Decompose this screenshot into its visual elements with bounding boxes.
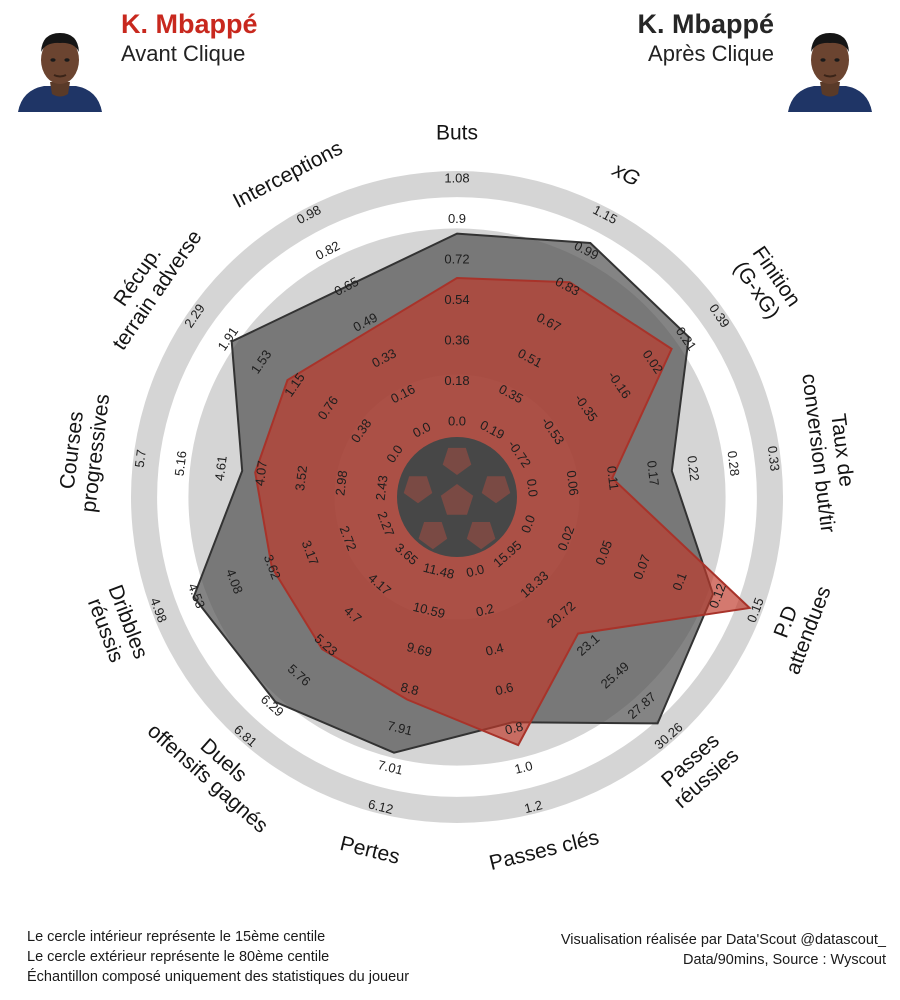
left-player-subtitle: Avant Clique [121, 41, 246, 66]
footer-credit: Visualisation réalisée par Data'Scout @d… [560, 932, 886, 948]
axis-tick-label: 0.2 [474, 601, 495, 620]
axis-tick-label: 8.8 [399, 679, 420, 698]
ball-patch [440, 484, 474, 515]
axis-tick-label: 0.1 [669, 570, 689, 592]
footer-note: Le cercle intérieur représente le 15ème … [27, 929, 326, 945]
axis-tick-label: 0.33 [765, 445, 783, 472]
ball-patch [442, 447, 472, 475]
axis-tick-label: 4.07 [252, 460, 270, 487]
axis-tick-label: 0.0 [524, 478, 541, 498]
footer-credits: Visualisation réalisée par Data'Scout @d… [561, 930, 886, 970]
axis-tick-label: 1.2 [523, 797, 544, 816]
axis-tick-label: 7.01 [376, 757, 404, 778]
axis-label-line: xG [608, 158, 643, 191]
axis-label-line: Pertes [338, 832, 402, 869]
axis-tick-label: 5.7 [132, 449, 149, 469]
axis-tick-label: 0.28 [725, 450, 743, 477]
axis-label: xG [608, 158, 643, 191]
axis-tick-label: 0.0 [410, 419, 433, 441]
axis-tick-label: 4.61 [212, 455, 230, 482]
axis-tick-label: 0.36 [444, 333, 469, 348]
right-player-name: K. Mbappé [637, 9, 774, 39]
axis-tick-label: 0.18 [444, 373, 469, 388]
axis-tick-label: 3.52 [292, 465, 310, 492]
footer-note: Le cercle extérieur représente le 80ème … [27, 949, 330, 965]
footer-note: Échantillon composé uniquement des stati… [27, 969, 410, 985]
axis-tick-label: 0.06 [564, 470, 582, 497]
right-player-subtitle: Après Clique [648, 41, 774, 66]
radar-chart: 0.00.180.360.540.720.91.080.190.350.510.… [56, 122, 858, 875]
axis-tick-label: 0.0 [448, 414, 466, 429]
axis-tick-label: 11.48 [422, 560, 456, 582]
ball-patch [481, 476, 511, 504]
axis-label-line: Passes clés [487, 826, 601, 875]
axis-label: Passes clés [487, 826, 601, 875]
axis-label: Finition(G-xG) [729, 242, 805, 323]
left-player-avatar [18, 33, 102, 112]
axis-tick-label: 0.4 [484, 640, 505, 659]
ball-patch [403, 476, 433, 504]
axis-tick-label: 9.69 [405, 639, 433, 660]
axis-label: Pertes [338, 832, 402, 869]
soccer-ball-icon [397, 437, 517, 557]
ball-patch [466, 522, 496, 550]
axis-tick-label: 1.08 [444, 171, 469, 186]
axis-tick-label: 0.54 [444, 292, 469, 307]
footer-credit: Data/90mins, Source : Wyscout [683, 952, 886, 968]
footer-notes: Le cercle intérieur représente le 15ème … [27, 927, 409, 987]
axis-tick-label: 0.0 [465, 561, 486, 580]
right-player-avatar [788, 33, 872, 112]
axis-tick-label: 1.0 [513, 758, 534, 777]
axis-tick-label: 0.72 [444, 252, 469, 267]
axis-tick-label: 6.12 [367, 796, 395, 817]
ball-patch [418, 522, 448, 550]
axis-tick-label: 0.11 [604, 465, 622, 491]
axis-tick-label: 0.17 [644, 460, 662, 487]
axis-label-line: Buts [436, 122, 478, 145]
axis-tick-label: 0.9 [448, 211, 466, 226]
axis-label: Buts [436, 122, 478, 145]
axis-tick-label: 0.8 [503, 719, 524, 738]
axis-tick-label: 5.16 [172, 450, 190, 477]
axis-tick-label: 0.6 [494, 679, 515, 698]
axis-tick-label: 0.0 [518, 513, 538, 535]
axis-tick-label: 7.91 [386, 718, 414, 739]
axis-tick-label: 0.22 [684, 455, 702, 482]
axis-tick-label: 2.98 [332, 470, 350, 497]
left-player-name: K. Mbappé [121, 9, 258, 39]
axis-tick-label: 2.43 [373, 474, 391, 501]
